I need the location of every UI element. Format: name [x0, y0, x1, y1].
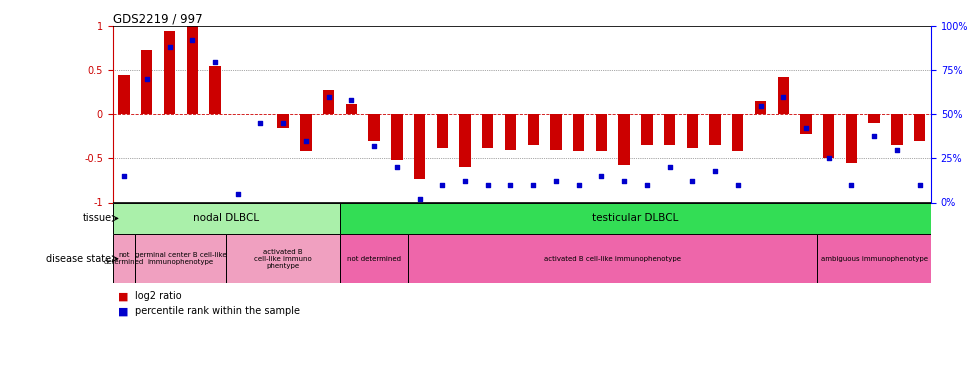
Bar — [437, 114, 448, 148]
Point — [684, 178, 700, 184]
Point — [798, 126, 813, 132]
Bar — [409, 234, 817, 283]
Text: activated B cell-like immunophenotype: activated B cell-like immunophenotype — [544, 256, 681, 262]
Text: percentile rank within the sample: percentile rank within the sample — [135, 306, 300, 316]
Bar — [300, 114, 312, 152]
Point — [503, 182, 518, 188]
Bar — [141, 50, 153, 114]
Text: log2 ratio: log2 ratio — [135, 291, 182, 301]
Bar — [550, 114, 562, 150]
Bar — [414, 114, 425, 179]
Bar — [663, 114, 675, 145]
Bar — [186, 26, 198, 114]
Bar — [817, 234, 931, 283]
Text: not
determined: not determined — [104, 252, 144, 265]
Bar — [135, 234, 226, 283]
Bar — [226, 234, 340, 283]
Point — [344, 97, 360, 103]
Point — [548, 178, 564, 184]
Bar — [482, 114, 494, 148]
Text: activated B
cell-like immuno
phentype: activated B cell-like immuno phentype — [254, 249, 312, 269]
Bar — [618, 114, 630, 165]
Bar — [641, 114, 653, 145]
Text: testicular DLBCL: testicular DLBCL — [592, 213, 679, 223]
Point — [434, 182, 450, 188]
Point — [753, 102, 768, 109]
Text: disease state: disease state — [46, 254, 112, 264]
Point — [889, 147, 905, 153]
Bar — [113, 202, 340, 234]
Bar — [823, 114, 834, 158]
Point — [320, 94, 336, 100]
Bar — [868, 114, 880, 123]
Point — [458, 178, 473, 184]
Bar — [277, 114, 289, 128]
Bar — [391, 114, 403, 160]
Point — [844, 182, 859, 188]
Point — [117, 173, 132, 179]
Bar — [527, 114, 539, 145]
Point — [275, 120, 291, 126]
Bar — [732, 114, 744, 152]
Text: not determined: not determined — [347, 256, 401, 262]
Text: tissue: tissue — [82, 213, 112, 223]
Bar — [323, 90, 334, 114]
Text: ■: ■ — [118, 306, 128, 316]
Point — [616, 178, 632, 184]
Point — [480, 182, 496, 188]
Bar — [340, 234, 409, 283]
Bar — [119, 75, 129, 114]
Bar — [113, 234, 135, 283]
Bar — [164, 31, 175, 114]
Point — [230, 190, 246, 196]
Point — [821, 155, 837, 161]
Bar — [891, 114, 903, 145]
Point — [207, 58, 222, 64]
Bar — [596, 114, 607, 152]
Point — [389, 164, 405, 170]
Text: ambiguous immunophenotype: ambiguous immunophenotype — [820, 256, 928, 262]
Bar — [505, 114, 516, 150]
Point — [367, 143, 382, 149]
Bar — [801, 114, 811, 134]
Bar — [368, 114, 380, 141]
Point — [594, 173, 610, 179]
Point — [730, 182, 746, 188]
Bar — [846, 114, 858, 163]
Bar — [346, 104, 357, 114]
Bar — [755, 101, 766, 114]
Point — [298, 138, 314, 144]
Point — [708, 168, 723, 174]
Point — [412, 196, 427, 202]
Bar — [573, 114, 584, 152]
Point — [662, 164, 677, 170]
Point — [639, 182, 655, 188]
Bar — [210, 66, 220, 114]
Text: nodal DLBCL: nodal DLBCL — [193, 213, 260, 223]
Point — [162, 44, 177, 50]
Point — [184, 38, 200, 44]
Bar — [460, 114, 470, 167]
Point — [866, 132, 882, 138]
Text: ■: ■ — [118, 291, 128, 301]
Point — [253, 120, 269, 126]
Point — [570, 182, 586, 188]
Text: germinal center B cell-like
immunophenotype: germinal center B cell-like immunophenot… — [135, 252, 226, 265]
Bar — [914, 114, 925, 141]
Text: GDS2219 / 997: GDS2219 / 997 — [113, 12, 202, 25]
Bar — [687, 114, 698, 148]
Point — [139, 76, 155, 82]
Point — [775, 94, 791, 100]
Bar — [777, 77, 789, 114]
Point — [911, 182, 927, 188]
Bar — [340, 202, 931, 234]
Bar — [710, 114, 720, 145]
Point — [525, 182, 541, 188]
